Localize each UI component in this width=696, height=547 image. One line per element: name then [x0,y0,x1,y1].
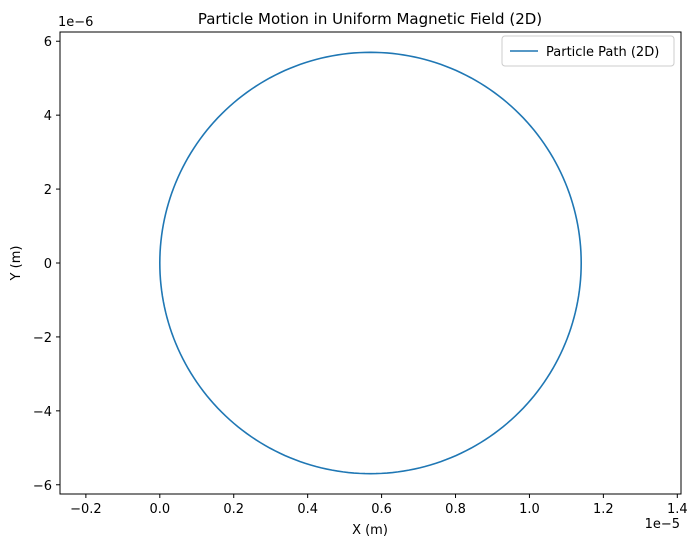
x-tick-label: 1.4 [667,502,688,517]
legend: Particle Path (2D) [501,35,675,67]
x-tick-label: −0.2 [70,502,102,517]
x-tick-label: 0.2 [223,502,244,517]
x-tick-label: 0.8 [445,502,466,517]
x-tick-label: 0.0 [149,502,170,517]
series-particle-path [158,51,583,475]
x-tick-label: 1.0 [519,502,540,517]
y-tick-label: 0 [44,257,52,272]
y-axis-title: Y (m) [9,246,24,282]
legend-entry-label: Particle Path (2D) [546,45,659,60]
y-tick-label: −4 [33,405,52,420]
legend-box [501,35,675,67]
y-tick-label: 2 [44,183,52,198]
y-axis: −6 −4 −2 0 2 4 6 [33,35,60,494]
y-tick-label: −6 [33,479,52,494]
y-tick-label: 6 [44,35,52,50]
x-axis-title: X (m) [352,523,388,538]
x-axis: −0.2 0.0 0.2 0.4 0.6 0.8 1.0 1.2 1.4 [70,494,688,517]
y-offset-label: 1e−6 [58,15,93,30]
y-tick-label: 4 [44,109,52,124]
x-offset-label: 1e−5 [645,517,680,532]
y-tick-label: −2 [33,331,52,346]
chart-title: Particle Motion in Uniform Magnetic Fiel… [198,10,542,28]
x-tick-label: 0.6 [371,502,392,517]
x-tick-label: 0.4 [297,502,318,517]
x-tick-label: 1.2 [593,502,614,517]
